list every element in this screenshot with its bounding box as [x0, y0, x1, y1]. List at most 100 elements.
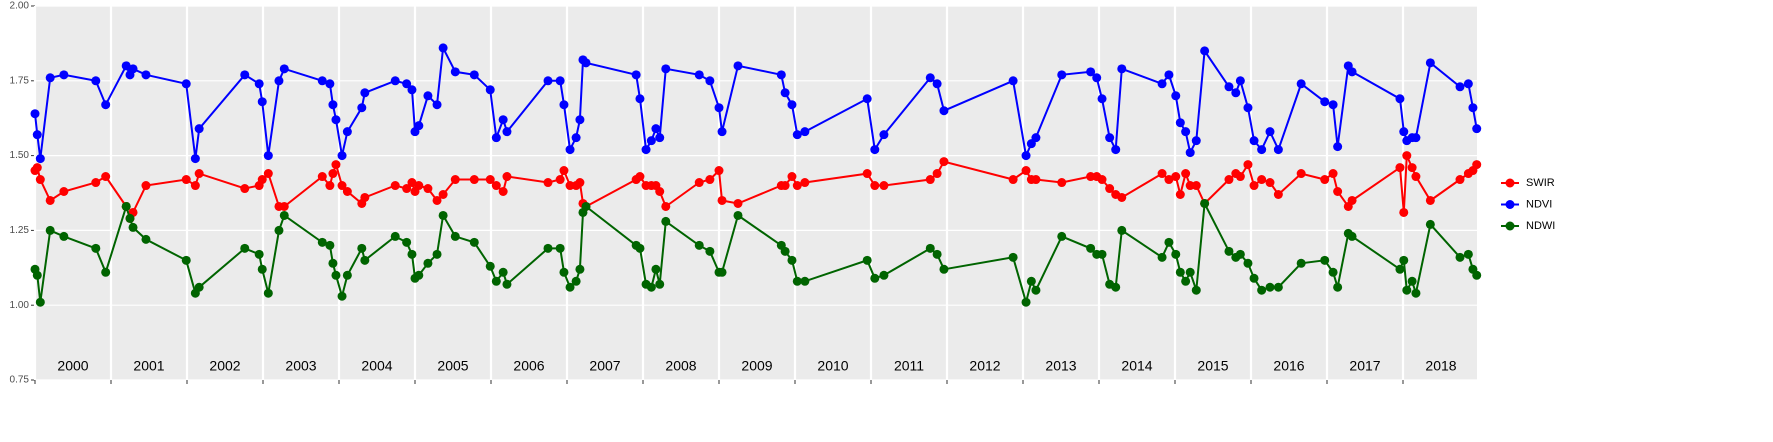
data-point [862, 94, 872, 104]
data-point [862, 255, 872, 265]
data-point [325, 79, 335, 89]
data-point [1425, 219, 1435, 229]
data-point [263, 288, 273, 298]
data-point [661, 64, 671, 74]
data-point [1273, 282, 1283, 292]
data-point [469, 175, 479, 185]
data-point [1328, 100, 1338, 110]
year-label: 2001 [133, 358, 164, 374]
data-point [932, 79, 942, 89]
data-point [1105, 184, 1115, 194]
data-point [59, 231, 69, 241]
data-point [469, 237, 479, 247]
data-point [571, 276, 581, 286]
data-point [407, 85, 417, 95]
year-label: 2009 [741, 358, 772, 374]
data-point [651, 264, 661, 274]
data-point [1175, 189, 1185, 199]
data-point [661, 216, 671, 226]
data-point [331, 270, 341, 280]
data-point [328, 100, 338, 110]
legend-marker [1505, 200, 1515, 209]
data-point [485, 261, 495, 271]
data-point [1031, 175, 1041, 185]
legend-label: SWIR [1526, 177, 1555, 189]
data-point [438, 43, 448, 53]
data-point [407, 178, 417, 188]
data-point [181, 255, 191, 265]
data-point [59, 187, 69, 197]
data-point [555, 243, 565, 253]
data-point [1092, 73, 1102, 83]
data-point [450, 67, 460, 77]
data-point [1296, 169, 1306, 179]
data-point [325, 181, 335, 191]
data-point [1031, 285, 1041, 295]
data-point [342, 127, 352, 137]
data-point [91, 76, 101, 86]
data-point [432, 195, 442, 205]
data-point [59, 70, 69, 80]
data-point [631, 70, 641, 80]
data-point [571, 133, 581, 143]
data-point [870, 145, 880, 155]
data-point [694, 240, 704, 250]
data-point [1021, 166, 1031, 176]
data-point [128, 64, 138, 74]
data-point [141, 181, 151, 191]
data-point [1328, 169, 1338, 179]
data-point [1191, 181, 1201, 191]
data-point [1224, 82, 1234, 92]
data-point [360, 192, 370, 202]
data-point [565, 282, 575, 292]
data-point [190, 181, 200, 191]
data-point [1296, 79, 1306, 89]
data-point [101, 267, 111, 277]
data-point [1407, 276, 1417, 286]
data-point [279, 210, 289, 220]
data-point [1057, 178, 1067, 188]
data-point [1171, 172, 1181, 182]
data-point [800, 276, 810, 286]
year-label: 2004 [361, 358, 392, 374]
data-point [390, 76, 400, 86]
data-point [1402, 285, 1412, 295]
year-label: 2018 [1425, 358, 1456, 374]
data-point [414, 270, 424, 280]
year-label: 2016 [1273, 358, 1304, 374]
data-point [337, 291, 347, 301]
data-point [35, 297, 45, 307]
data-point [1399, 207, 1409, 217]
data-point [862, 169, 872, 179]
data-point [792, 276, 802, 286]
data-point [190, 154, 200, 164]
data-point [1425, 195, 1435, 205]
data-point [414, 121, 424, 131]
data-point [655, 187, 665, 197]
data-point [787, 255, 797, 265]
data-point [792, 130, 802, 140]
data-point [1249, 273, 1259, 283]
year-label: 2011 [894, 358, 924, 374]
data-point [1472, 160, 1482, 170]
data-point [555, 175, 565, 185]
data-point [787, 172, 797, 182]
plot-background [35, 6, 1477, 380]
data-point [357, 103, 367, 113]
data-point [101, 172, 111, 182]
y-tick-label: 1.00 [10, 300, 30, 311]
data-point [646, 136, 656, 146]
data-point [559, 100, 569, 110]
data-point [317, 172, 327, 182]
data-point [1273, 189, 1283, 199]
data-point [450, 231, 460, 241]
year-label: 2010 [817, 358, 848, 374]
data-point [776, 70, 786, 80]
data-point [1181, 276, 1191, 286]
data-point [1185, 267, 1195, 277]
data-point [1411, 172, 1421, 182]
data-point [1097, 94, 1107, 104]
data-point [1455, 82, 1465, 92]
data-point [1455, 252, 1465, 262]
data-point [635, 243, 645, 253]
